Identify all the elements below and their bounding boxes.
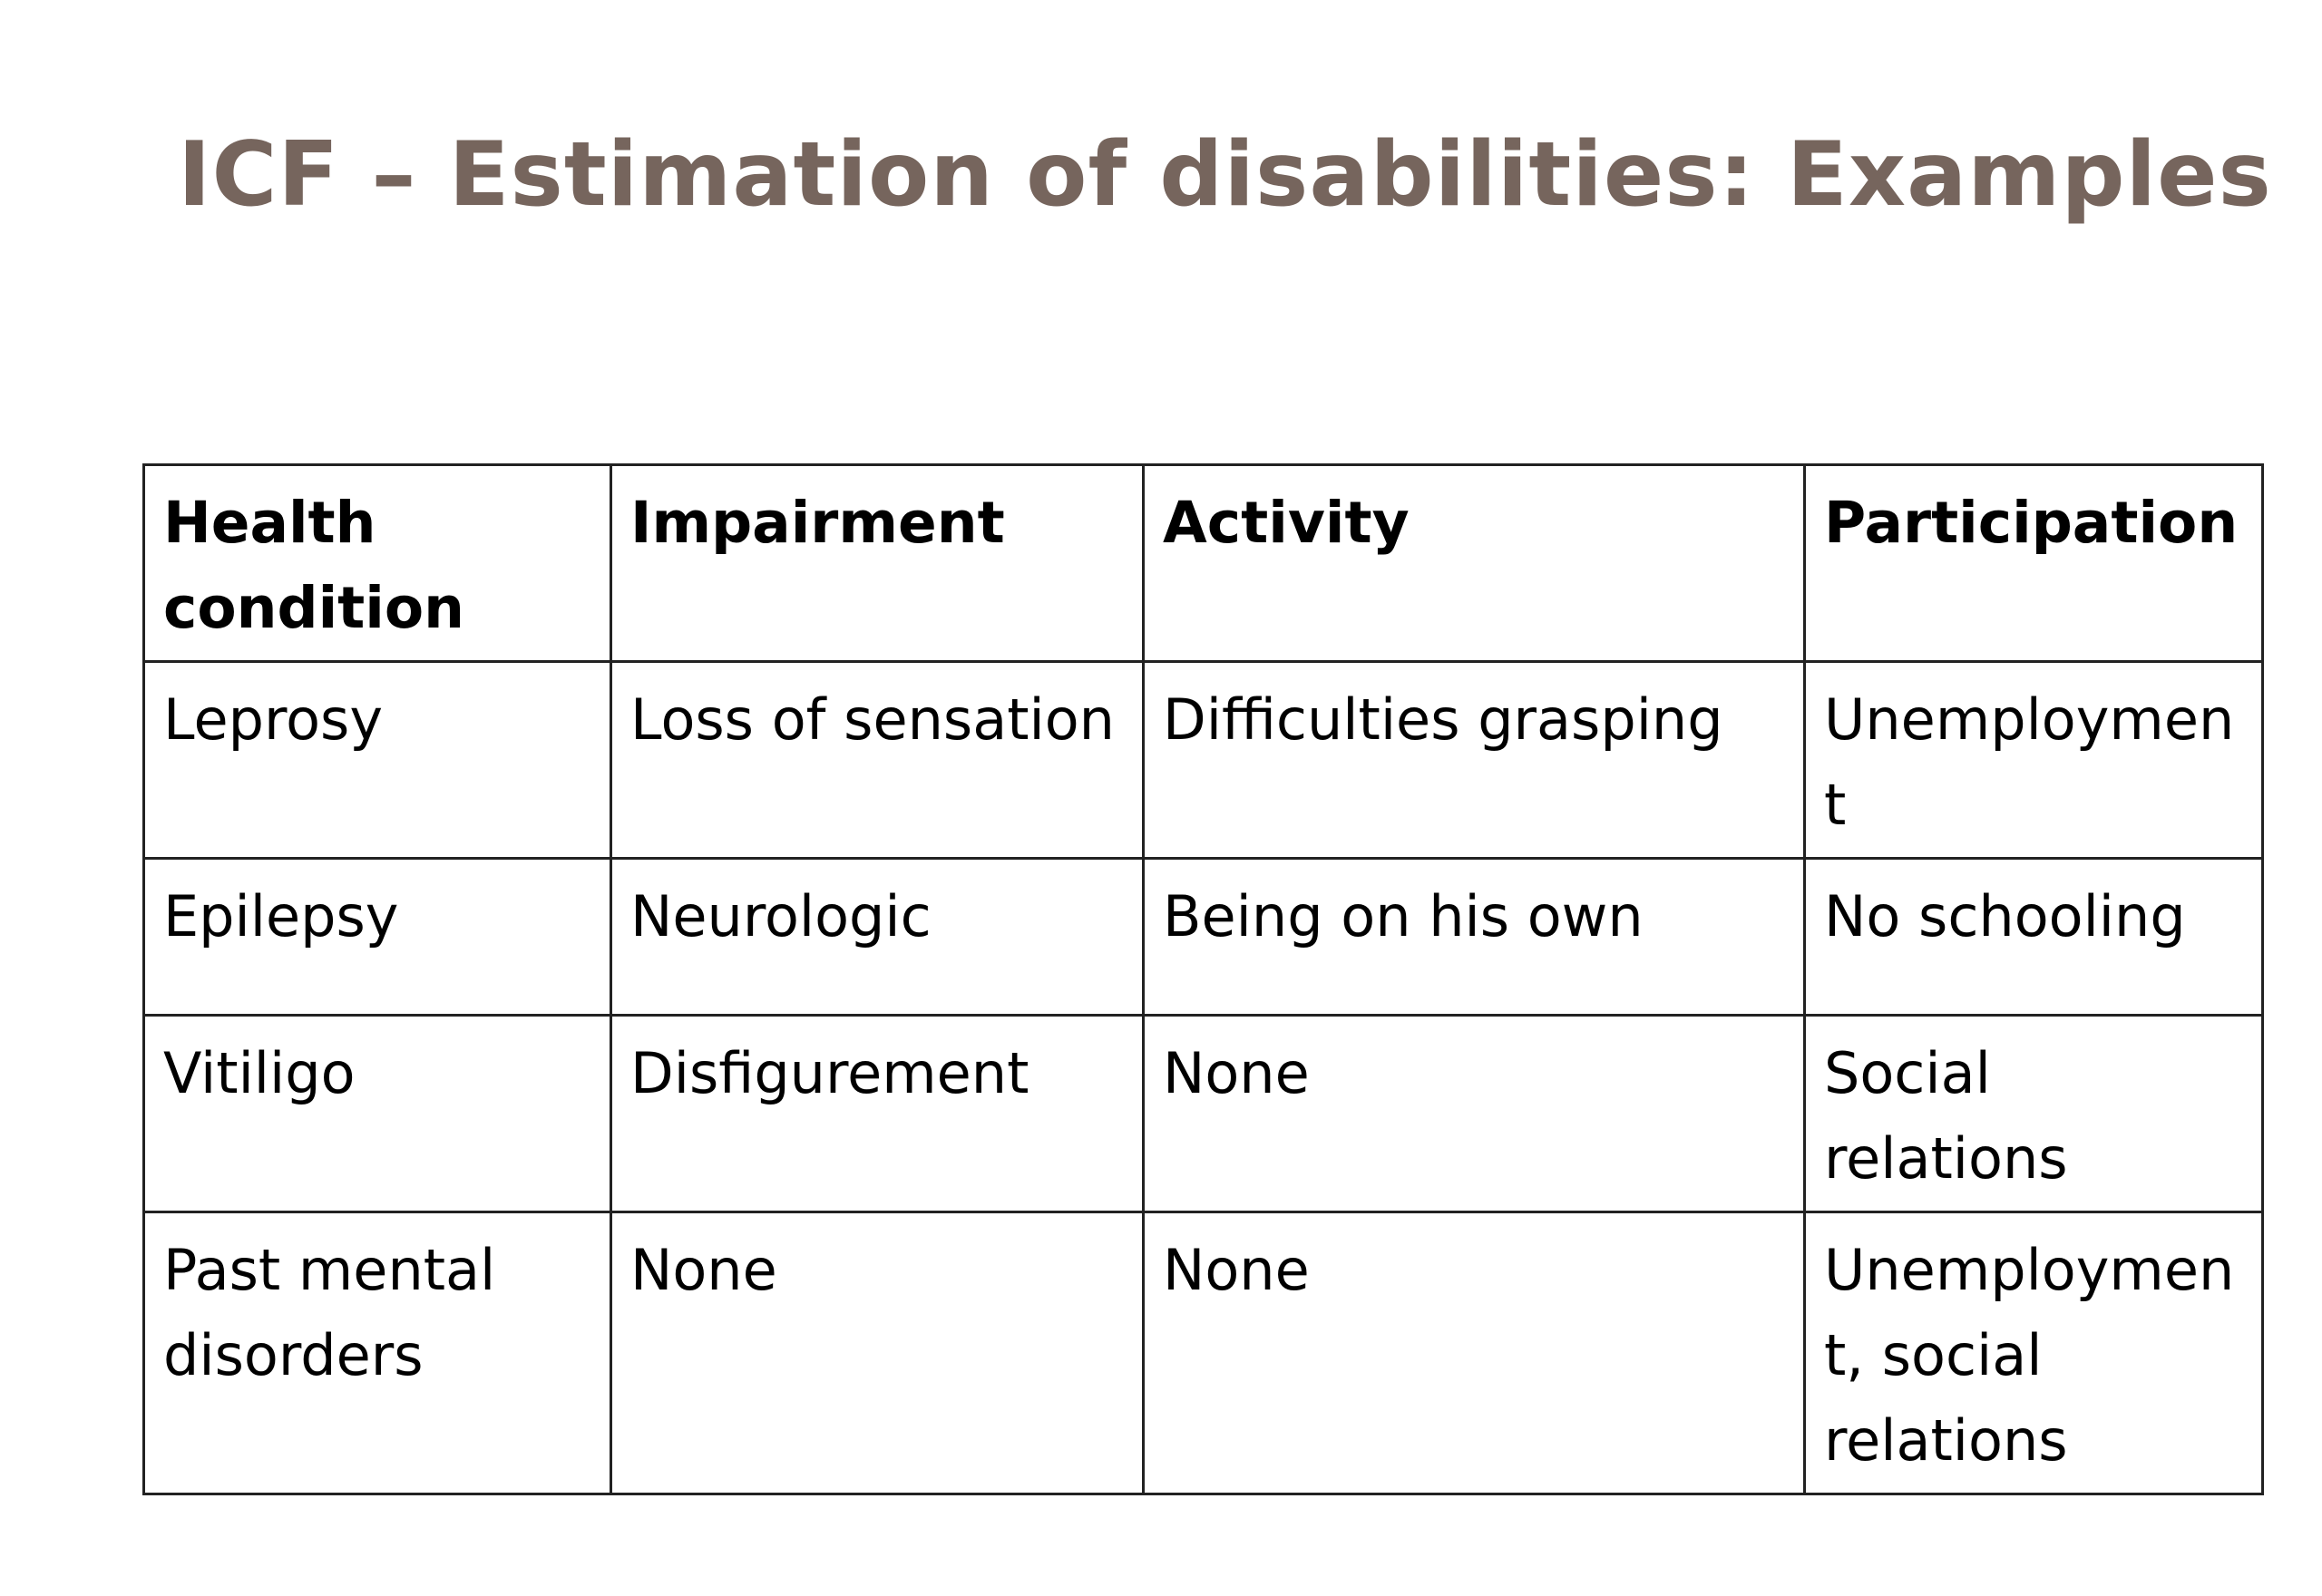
header-impairment: Impairment [610, 463, 1145, 663]
cell-impairment: Disfigurement [610, 1014, 1145, 1213]
cell-participation: Unemployment [1803, 660, 2264, 860]
table-row: Vitiligo Disfigurement None Social relat… [142, 1014, 2264, 1213]
cell-health-condition: Vitiligo [142, 1014, 612, 1213]
header-activity: Activity [1142, 463, 1806, 663]
slide-title: ICF – Estimation of disabilities: Exampl… [178, 123, 2272, 227]
header-health-condition: Health condition [142, 463, 612, 663]
table-row: Leprosy Loss of sensation Difficulties g… [142, 660, 2264, 860]
cell-impairment: None [610, 1211, 1145, 1495]
table-row: Past mental disorders None None Unemploy… [142, 1211, 2264, 1495]
table-header-row: Health condition Impairment Activity Par… [142, 463, 2264, 663]
cell-health-condition: Leprosy [142, 660, 612, 860]
cell-participation: No schooling [1803, 857, 2264, 1017]
header-participation: Participation [1803, 463, 2264, 663]
cell-participation: Social relations [1803, 1014, 2264, 1213]
icf-examples-table: Health condition Impairment Activity Par… [142, 463, 2264, 1495]
cell-activity: Being on his own [1142, 857, 1806, 1017]
cell-activity: Difficulties grasping [1142, 660, 1806, 860]
cell-impairment: Neurologic [610, 857, 1145, 1017]
cell-impairment: Loss of sensation [610, 660, 1145, 860]
cell-participation: Unemployment, social relations [1803, 1211, 2264, 1495]
cell-health-condition: Epilepsy [142, 857, 612, 1017]
cell-health-condition: Past mental disorders [142, 1211, 612, 1495]
cell-activity: None [1142, 1211, 1806, 1495]
cell-activity: None [1142, 1014, 1806, 1213]
table-row: Epilepsy Neurologic Being on his own No … [142, 857, 2264, 1017]
